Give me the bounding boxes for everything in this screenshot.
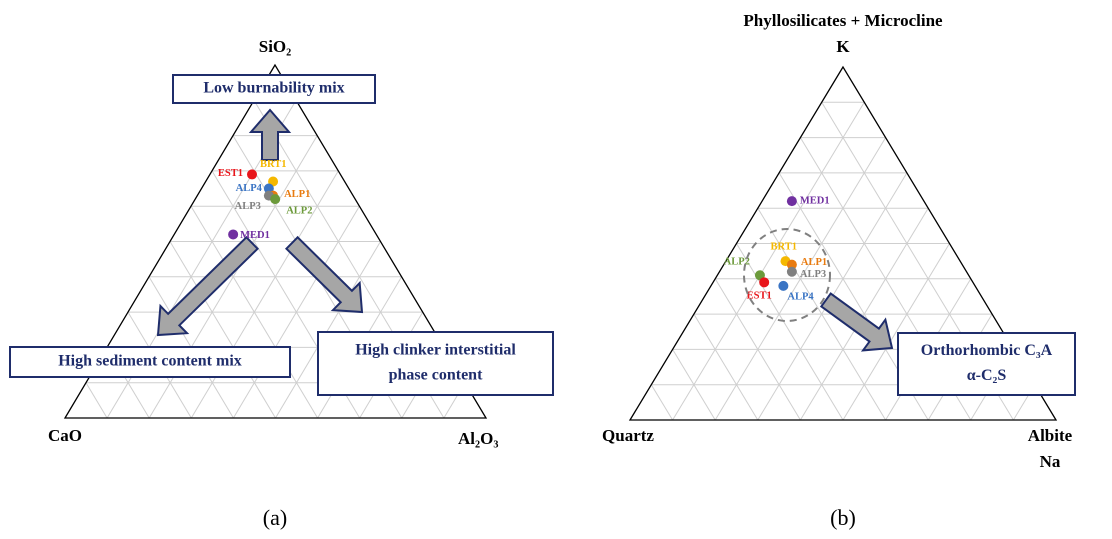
point-label: MED1: [800, 196, 830, 207]
annotation-box: [317, 331, 554, 396]
annotation-text: High clinker interstitial: [355, 342, 516, 359]
cluster-ellipse: [743, 228, 831, 322]
arrow: [156, 235, 260, 337]
arrow: [248, 108, 292, 161]
annotation-text: Orthorhombic C₃A: [921, 342, 1053, 359]
point-label: ALP1: [801, 257, 827, 268]
data-point: [759, 277, 770, 288]
grid-line: [736, 243, 844, 421]
arrow: [284, 235, 364, 314]
point-label: EST1: [747, 291, 772, 302]
annotation-box: [897, 332, 1076, 396]
point-label: ALP3: [235, 201, 261, 212]
caption: (a): [263, 505, 287, 530]
arrow: [819, 292, 894, 352]
annotation-text: phase content: [389, 367, 483, 384]
grid-line: [693, 313, 759, 421]
axis-label: Albite: [1028, 426, 1073, 445]
axis-label: Quartz: [602, 426, 654, 445]
grid-line: [714, 278, 801, 421]
point-label: ALP3: [800, 269, 826, 280]
data-point: [786, 259, 797, 270]
point-label: ALP4: [236, 183, 263, 194]
point-label: BRT1: [260, 159, 286, 170]
point-label: ALP4: [787, 291, 814, 302]
point-label: ALP1: [284, 189, 310, 200]
caption: (b): [830, 505, 856, 530]
data-point: [778, 280, 789, 291]
grid-line: [85, 382, 108, 419]
point-label: MED1: [240, 230, 270, 241]
grid-line: [650, 384, 674, 421]
data-point: [228, 229, 239, 240]
grid-line: [190, 170, 339, 419]
grid-line: [275, 241, 381, 419]
axis-label: CaO: [48, 426, 82, 445]
data-point: [270, 194, 281, 205]
axis-label: Na: [1040, 452, 1061, 471]
grid-line: [672, 349, 716, 421]
annotation-box: [9, 346, 291, 378]
axis-label: Phyllosilicates + Microcline: [743, 11, 943, 30]
annotation-text: High sediment content mix: [58, 353, 242, 370]
annotation-text: α-C₂S: [967, 367, 1007, 384]
data-point: [247, 169, 257, 180]
annotation-box: [172, 74, 376, 104]
axis-label: K: [836, 37, 850, 56]
triangle-frame: [63, 63, 488, 419]
data-point: [786, 266, 797, 277]
point-label: BRT1: [770, 242, 796, 253]
triangle-frame: [628, 65, 1058, 421]
axis-label: Al₂O₃: [458, 429, 498, 448]
axis-label: SiO₂: [259, 37, 292, 56]
grid-line: [842, 243, 950, 421]
annotation-text: Low burnability mix: [203, 80, 344, 97]
grid-line: [169, 241, 276, 419]
data-point: [786, 196, 797, 207]
point-label: ALP2: [724, 257, 750, 268]
grid-line: [672, 102, 865, 421]
point-label: EST1: [218, 168, 243, 179]
point-label: ALP2: [286, 206, 312, 217]
